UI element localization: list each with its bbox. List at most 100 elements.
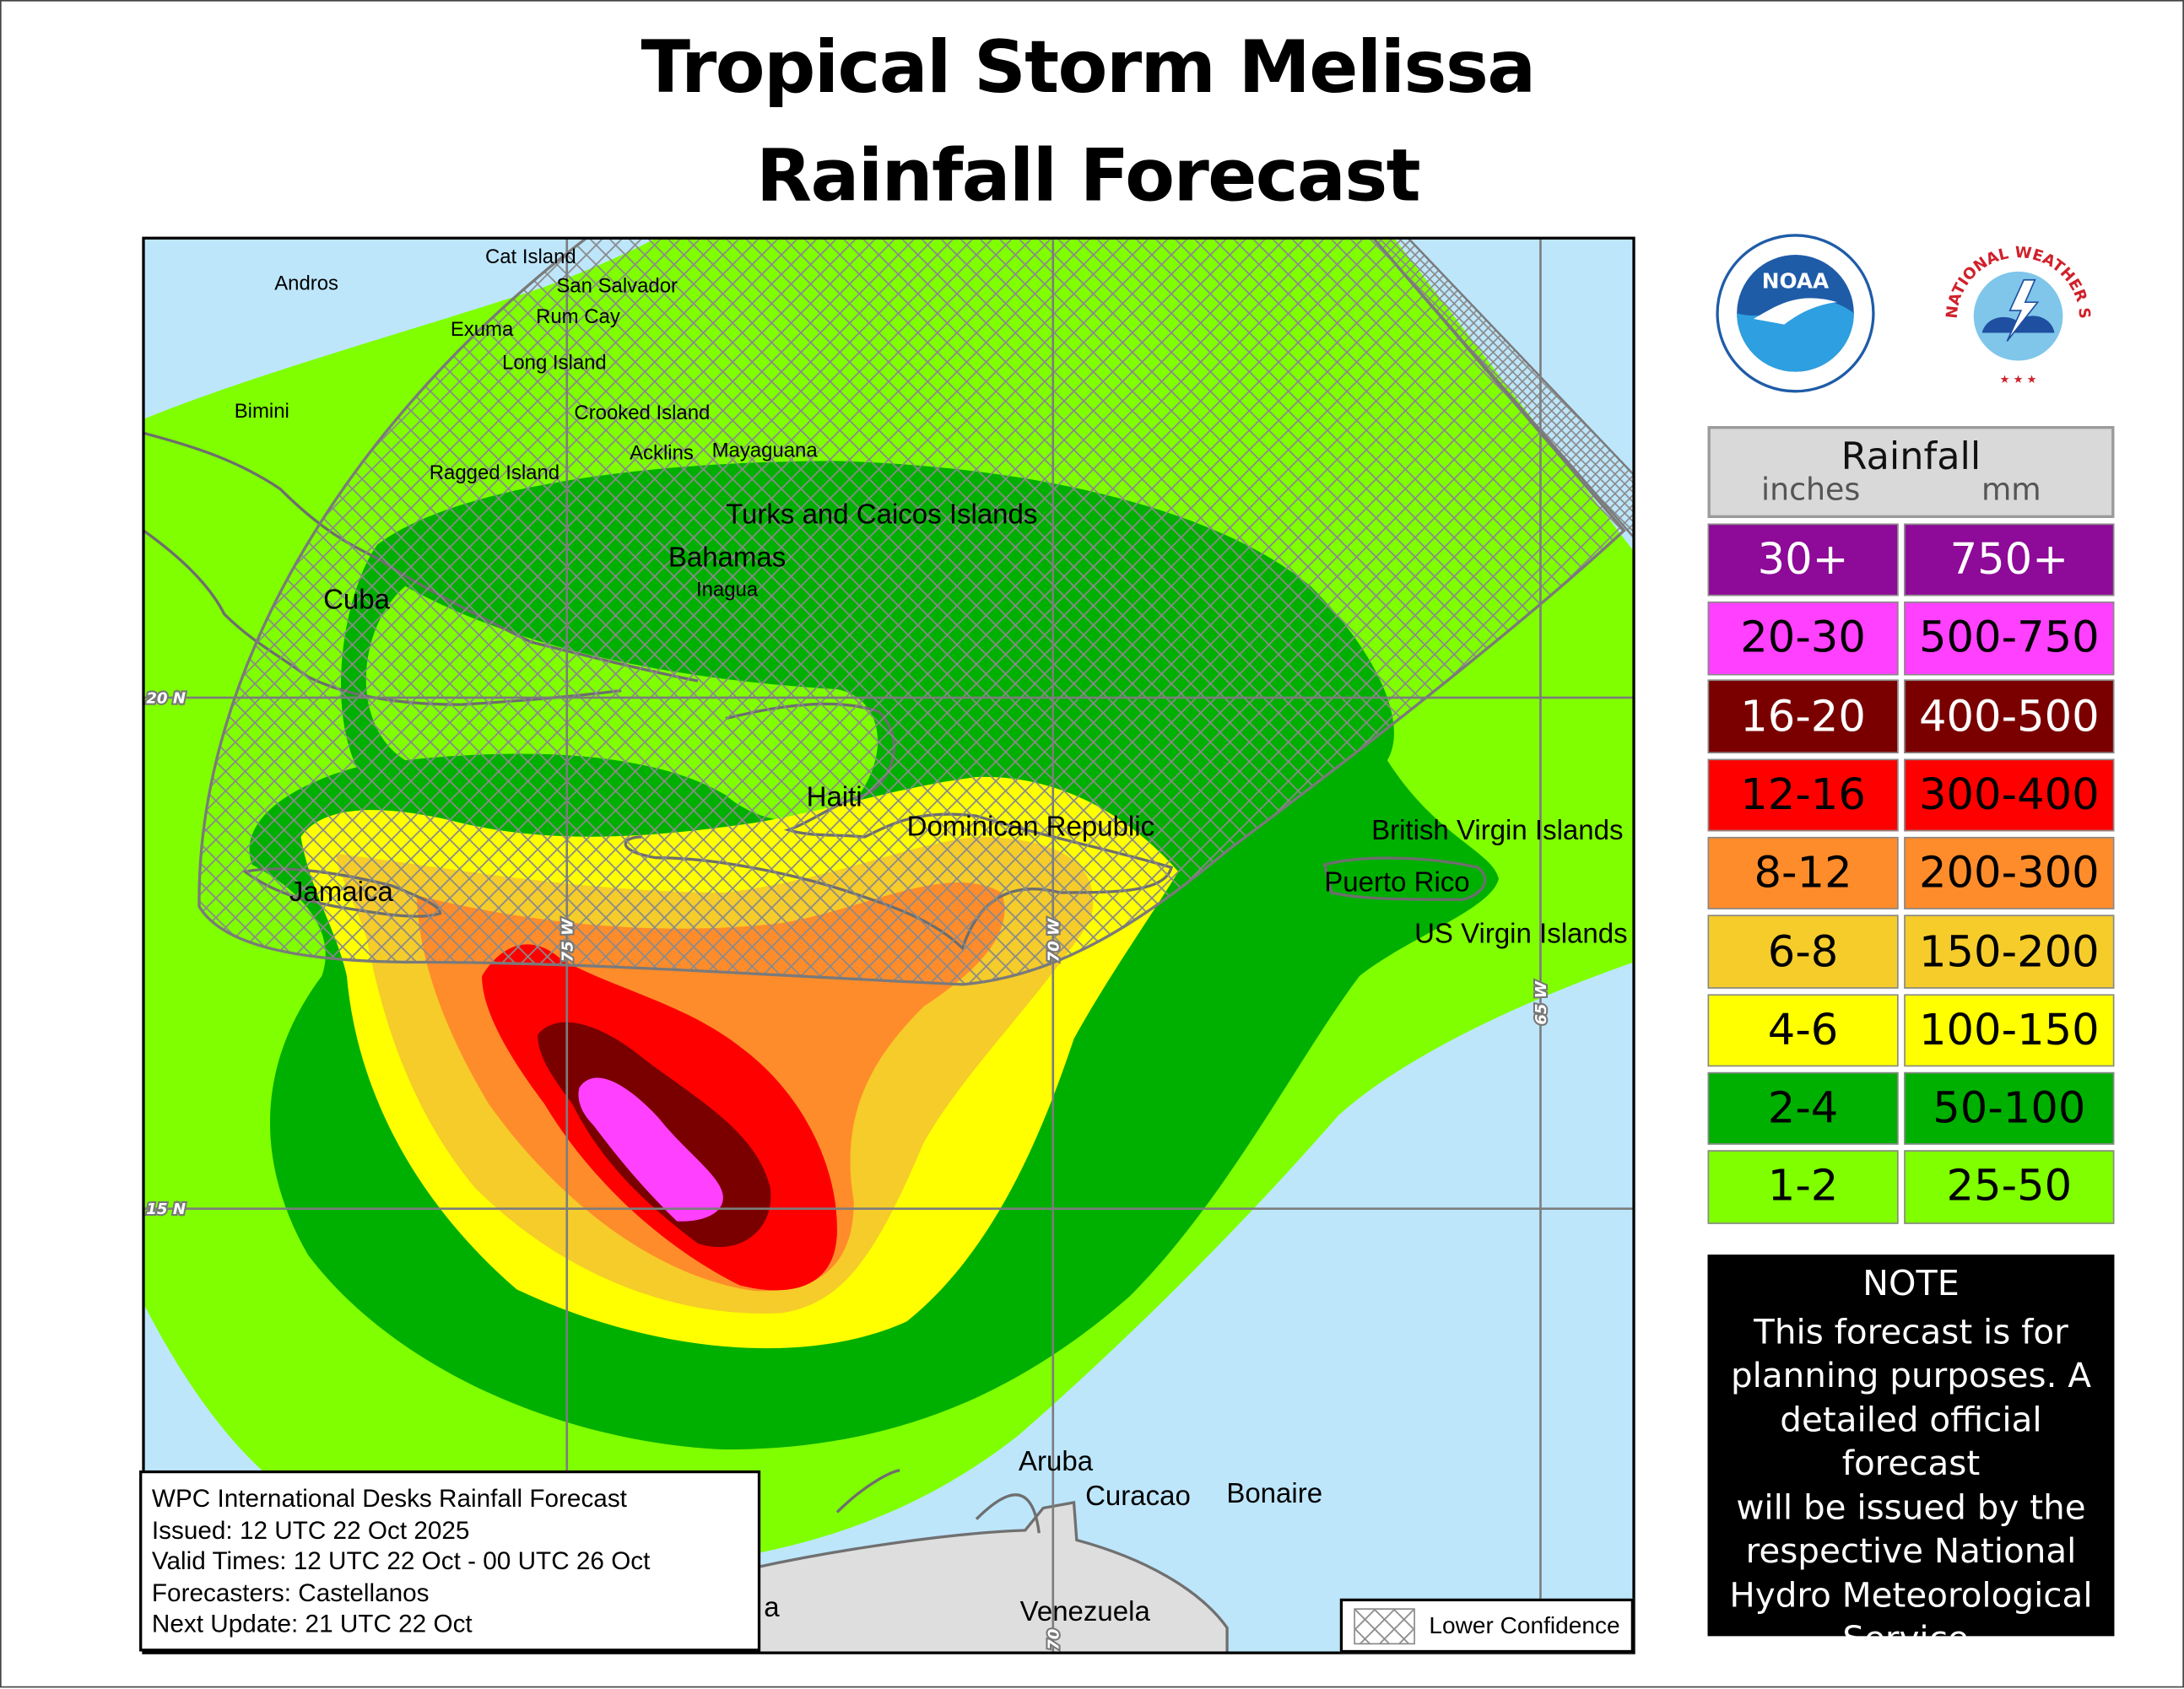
label-rum-cay: Rum Cay [536, 305, 620, 328]
info-forecasters: Forecasters: Castellanos [151, 1578, 430, 1607]
label-exuma: Exuma [451, 318, 514, 341]
ocean-no-rain-southeast [753, 962, 1635, 1654]
note-line: Service. [1842, 1617, 1980, 1659]
label-inagua: Inagua [696, 578, 759, 601]
label-bonaire: Bonaire [1226, 1477, 1322, 1508]
label-mayaguana: Mayaguana [712, 439, 819, 461]
legend-row: 8-12 200-300 [1707, 836, 2115, 910]
lon-label-65w: 65 W [1533, 980, 1550, 1025]
legend-row: 4-6 100-150 [1707, 993, 2115, 1067]
label-cat-island: Cat Island [485, 246, 576, 268]
legend-row: 30+ 750+ [1707, 523, 2115, 596]
legend-unit-inches: inches [1760, 473, 1861, 509]
legend-mm-cell: 25-50 [1904, 1150, 2115, 1224]
label-puerto-rico: Puerto Rico [1324, 866, 1469, 897]
label-ragged-island: Ragged Island [430, 461, 560, 484]
land-venezuela [752, 1500, 1229, 1654]
note-line: will be issued by the [1736, 1486, 2086, 1527]
legend-mm-cell: 300-400 [1904, 758, 2115, 832]
lat-label-15n: 15 N [146, 1201, 186, 1218]
note-line: detailed official forecast [1780, 1398, 2042, 1483]
forecast-info-box: WPC International Desks Rainfall Forecas… [139, 1470, 761, 1652]
noaa-logo: NOAA [1716, 234, 1875, 393]
label-jamaica: Jamaica [289, 876, 394, 907]
place-labels: Cat Island Andros San Salvador Rum Cay E… [235, 246, 1628, 1627]
legend-inches-cell: 1-2 [1707, 1150, 1899, 1224]
note-line: Hydro Meteorological [1729, 1573, 2093, 1615]
legend-mm-cell: 150-200 [1904, 915, 2115, 989]
nws-logo: NATIONAL WEATHER SERVICE ★ ★ ★ [1938, 233, 2097, 391]
noaa-logo-text: NOAA [1762, 269, 1830, 294]
legend-mm-cell: 400-500 [1904, 680, 2115, 753]
legend-inches-cell: 6-8 [1707, 915, 1899, 989]
legend-row: 12-16 300-400 [1707, 758, 2115, 832]
info-issued: Issued: 12 UTC 22 Oct 2025 [151, 1515, 470, 1544]
title-line-2: Rainfall Forecast [756, 135, 1421, 219]
label-venezuela: Venezuela [1020, 1595, 1151, 1627]
label-andros: Andros [274, 272, 338, 294]
map-frame [142, 236, 1635, 1654]
legend-mm-cell: 750+ [1904, 523, 2115, 596]
label-long-island: Long Island [502, 351, 607, 374]
lon-label-70w-bottom: 70 [1045, 1629, 1062, 1650]
legend-inches-cell: 2-4 [1707, 1071, 1899, 1146]
legend-mm-cell: 200-300 [1904, 836, 2115, 910]
nws-stars-icon: ★ ★ ★ [2000, 374, 2037, 386]
label-crooked-island: Crooked Island [574, 402, 710, 424]
legend-unit-mm: mm [1981, 473, 2041, 509]
label-british-virgin-islands: British Virgin Islands [1371, 814, 1623, 845]
ocean-no-rain-northwest [143, 238, 657, 419]
label-turks-and-caicos: Turks and Caicos Islands [726, 499, 1037, 530]
lower-confidence-label: Lower Confidence [1429, 1611, 1620, 1638]
note-title: NOTE [1862, 1263, 1960, 1303]
label-san-salvador: San Salvador [556, 275, 678, 298]
label-haiti: Haiti [807, 781, 862, 812]
info-next-update: Next Update: 21 UTC 22 Oct [151, 1610, 473, 1638]
label-dominican-republic: Dominican Republic [907, 810, 1154, 841]
lat-label-20n: 20 N [146, 690, 186, 708]
info-product: WPC International Desks Rainfall Forecas… [151, 1484, 627, 1513]
ocean-no-rain-southwest [143, 1303, 288, 1492]
note-line: This forecast is for [1754, 1310, 2068, 1352]
label-bahamas: Bahamas [668, 542, 786, 573]
label-colombia-partial: a [764, 1591, 780, 1622]
label-curacao: Curacao [1085, 1480, 1191, 1511]
legend-row: 1-2 25-50 [1707, 1150, 2115, 1224]
legend-inches-cell: 16-20 [1707, 680, 1899, 753]
lower-confidence-legend: Lower Confidence [1339, 1598, 1635, 1654]
label-bimini: Bimini [235, 400, 289, 423]
legend-inches-cell: 30+ [1707, 523, 1899, 596]
legend-header: Rainfall inches mm [1707, 426, 2115, 518]
legend-row: 20-30 500-750 [1707, 602, 2115, 675]
rain-20-30-in-area [578, 1077, 723, 1222]
legend-inches-cell: 4-6 [1707, 993, 1899, 1067]
lon-label-70w: 70 W [1045, 918, 1062, 963]
legend-row: 6-8 150-200 [1707, 915, 2115, 989]
graticule [143, 238, 1635, 1654]
title-line-1: Tropical Storm Melissa [641, 26, 1537, 111]
legend-inches-cell: 12-16 [1707, 758, 1899, 832]
legend-mm-cell: 50-100 [1904, 1071, 2115, 1146]
legend-title: Rainfall [1841, 435, 1981, 479]
label-cuba: Cuba [323, 583, 391, 614]
note-box: NOTE This forecast is for planning purpos… [1707, 1255, 2115, 1659]
legend-row: 16-20 400-500 [1707, 680, 2115, 753]
label-acklins: Acklins [630, 442, 694, 465]
legend-mm-cell: 100-150 [1904, 993, 2115, 1067]
note-line: respective National [1745, 1530, 2077, 1571]
lower-confidence-hatch-strip [1371, 238, 1635, 539]
legend-inches-cell: 20-30 [1707, 602, 1899, 675]
legend-inches-cell: 8-12 [1707, 836, 1899, 910]
lower-confidence-hatch-area [197, 238, 1626, 986]
hatch-swatch-icon [1354, 1607, 1415, 1644]
legend-mm-cell: 500-750 [1904, 602, 2115, 675]
lon-label-75w: 75 W [559, 918, 576, 963]
note-line: planning purposes. A [1730, 1354, 2091, 1395]
rainfall-legend: Rainfall inches mm 30+ 750+ 20-30 500-750 16-… [1707, 426, 2115, 1224]
legend-row: 2-4 50-100 [1707, 1071, 2115, 1146]
note-body: This forecast is for planning purposes. A… [1708, 1309, 2115, 1660]
label-us-virgin-islands: US Virgin Islands [1414, 917, 1628, 948]
legend-rows: 30+ 750+ 20-30 500-750 16-20 400-500 12-16 300-… [1707, 523, 2115, 1224]
